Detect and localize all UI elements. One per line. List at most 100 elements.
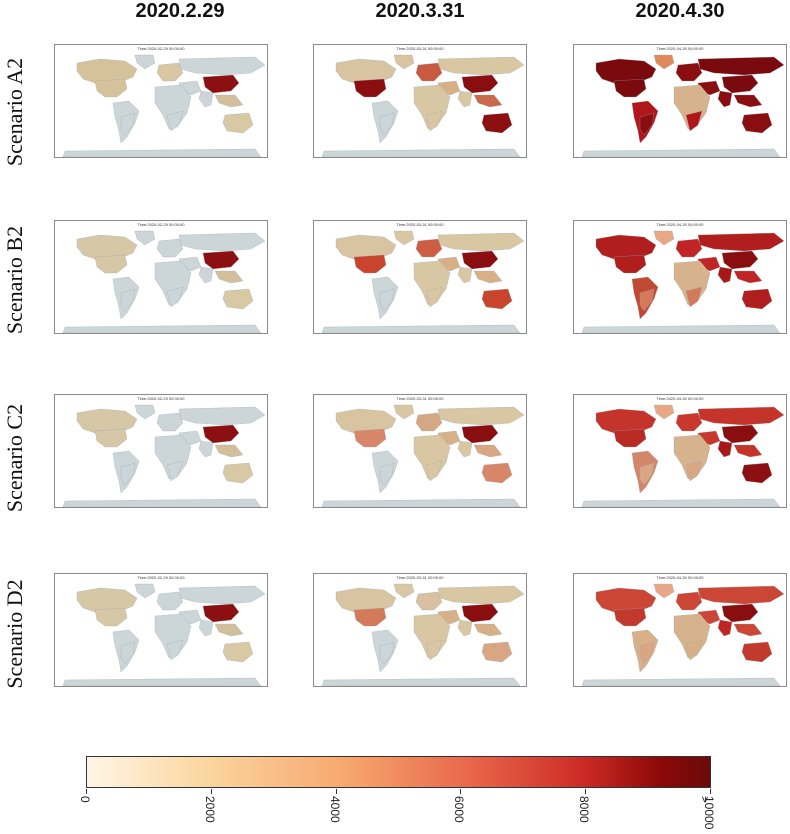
region-india bbox=[717, 619, 733, 637]
region-china bbox=[461, 74, 499, 94]
region-usa bbox=[94, 254, 128, 274]
region-antarctica bbox=[581, 677, 781, 686]
row-label-scenario-a2: Scenario A2 bbox=[2, 57, 27, 167]
region-antarctica bbox=[581, 148, 781, 157]
world-map-svg bbox=[574, 580, 786, 686]
colorbar-tick bbox=[710, 789, 711, 794]
region-africa-south bbox=[425, 110, 443, 132]
map-time-title: Time:2020-02-29 00:00:00 bbox=[137, 575, 185, 580]
region-brazil-south bbox=[639, 462, 655, 486]
region-india bbox=[457, 440, 473, 458]
region-antarctica bbox=[321, 148, 521, 157]
choropleth-map: Time:2020-04-30 00:00:00 bbox=[573, 573, 787, 687]
world-map-svg bbox=[314, 51, 526, 157]
region-greenland bbox=[134, 54, 156, 70]
choropleth-map: Time:2020-02-29 00:00:00 bbox=[54, 44, 268, 158]
region-usa bbox=[353, 78, 387, 98]
region-africa-south bbox=[166, 639, 184, 661]
column-header-2020-03-31: 2020.3.31 bbox=[375, 0, 465, 22]
choropleth-map: Time:2020-03-31 00:00:00 bbox=[313, 394, 527, 508]
region-india bbox=[198, 266, 214, 284]
region-africa bbox=[673, 434, 711, 480]
region-greenland bbox=[653, 404, 675, 420]
region-russia bbox=[437, 406, 525, 426]
region-antarctica bbox=[321, 324, 521, 333]
region-usa bbox=[353, 428, 387, 448]
choropleth-map: Time:2020-02-29 00:00:00 bbox=[54, 573, 268, 687]
region-africa bbox=[154, 84, 192, 130]
region-australia bbox=[741, 288, 773, 310]
region-se-asia bbox=[214, 444, 244, 458]
region-russia bbox=[178, 585, 266, 605]
map-time-title: Time:2020-04-30 00:00:00 bbox=[656, 222, 704, 227]
region-greenland bbox=[134, 404, 156, 420]
region-se-asia bbox=[473, 444, 503, 458]
region-china bbox=[721, 424, 759, 444]
choropleth-map: Time:2020-02-29 00:00:00 bbox=[54, 220, 268, 334]
region-africa-south bbox=[425, 460, 443, 482]
region-greenland bbox=[393, 404, 415, 420]
region-usa bbox=[94, 78, 128, 98]
region-africa bbox=[154, 613, 192, 659]
map-time-title: Time:2020-03-31 00:00:00 bbox=[396, 222, 444, 227]
region-russia bbox=[697, 232, 785, 252]
world-map-svg bbox=[314, 580, 526, 686]
region-africa bbox=[673, 613, 711, 659]
colorbar-tick bbox=[335, 789, 337, 794]
colorbar-tick-label: 8000 bbox=[577, 796, 592, 823]
region-china bbox=[202, 74, 240, 94]
region-antarctica bbox=[321, 677, 521, 686]
region-australia bbox=[222, 641, 254, 663]
region-russia bbox=[697, 56, 785, 76]
region-brazil-south bbox=[379, 641, 395, 665]
region-china bbox=[721, 74, 759, 94]
column-header-2020-02-29: 2020.2.29 bbox=[135, 0, 225, 22]
region-china bbox=[461, 603, 499, 623]
map-time-title: Time:2020-04-30 00:00:00 bbox=[656, 46, 704, 51]
world-map-svg bbox=[574, 401, 786, 507]
region-china bbox=[202, 250, 240, 270]
region-africa-south bbox=[685, 110, 703, 132]
column-header-2020-04-30: 2020.4.30 bbox=[635, 0, 725, 22]
region-europe bbox=[675, 62, 703, 82]
region-australia bbox=[481, 641, 513, 663]
colorbar bbox=[86, 756, 711, 788]
region-australia bbox=[481, 462, 513, 484]
map-time-title: Time:2020-04-30 00:00:00 bbox=[656, 575, 704, 580]
row-label-scenario-b2: Scenario B2 bbox=[2, 225, 27, 335]
region-usa bbox=[353, 254, 387, 274]
region-brazil-south bbox=[379, 112, 395, 136]
region-se-asia bbox=[473, 623, 503, 637]
world-map-svg bbox=[55, 227, 267, 333]
region-brazil-south bbox=[639, 288, 655, 312]
region-antarctica bbox=[62, 148, 262, 157]
region-usa bbox=[94, 428, 128, 448]
choropleth-map: Time:2020-03-31 00:00:00 bbox=[313, 573, 527, 687]
choropleth-map: Time:2020-04-30 00:00:00 bbox=[573, 44, 787, 158]
region-europe bbox=[415, 591, 443, 611]
region-australia bbox=[741, 641, 773, 663]
colorbar-tick-label: 4000 bbox=[327, 796, 342, 823]
region-australia bbox=[481, 288, 513, 310]
region-china bbox=[461, 424, 499, 444]
region-europe bbox=[156, 238, 184, 258]
region-greenland bbox=[653, 583, 675, 599]
region-australia bbox=[741, 112, 773, 134]
colorbar-tick-label: 2000 bbox=[202, 796, 217, 823]
map-time-title: Time:2020-02-29 00:00:00 bbox=[137, 46, 185, 51]
region-russia bbox=[178, 56, 266, 76]
region-greenland bbox=[653, 230, 675, 246]
region-india bbox=[457, 619, 473, 637]
region-usa bbox=[613, 254, 647, 274]
world-map-svg bbox=[574, 227, 786, 333]
region-se-asia bbox=[733, 623, 763, 637]
region-india bbox=[717, 266, 733, 284]
region-africa bbox=[673, 260, 711, 306]
region-china bbox=[721, 250, 759, 270]
region-china bbox=[202, 603, 240, 623]
region-antarctica bbox=[62, 677, 262, 686]
region-se-asia bbox=[733, 270, 763, 284]
region-africa-south bbox=[425, 639, 443, 661]
colorbar-tick bbox=[585, 789, 587, 794]
region-brazil-south bbox=[120, 112, 136, 136]
